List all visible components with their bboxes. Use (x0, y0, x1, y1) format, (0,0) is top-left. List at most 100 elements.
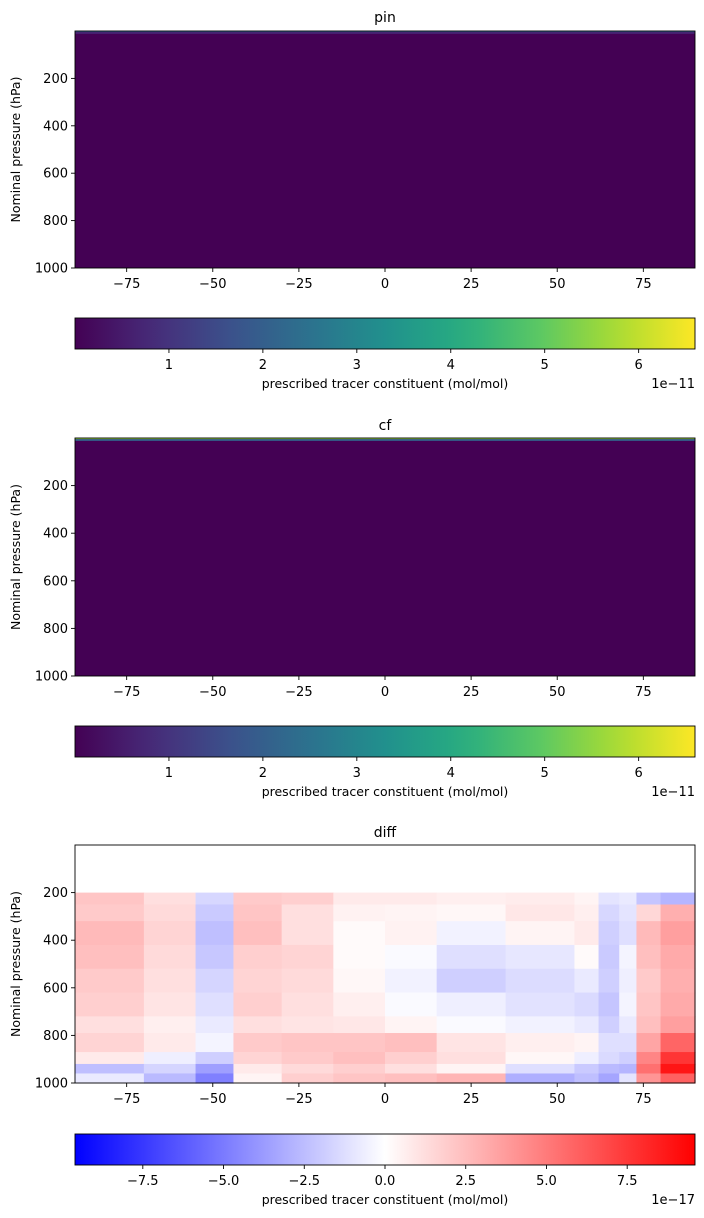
heatmap-cell (598, 1016, 620, 1034)
panel-cf: cf−75 −50 −25 0 25 50 752004006008001000Nomina… (8, 418, 696, 800)
y-axis-label: Nominal pressure (hPa) (8, 77, 23, 223)
heatmap-cell (385, 944, 438, 970)
heatmap-cell (233, 1033, 283, 1053)
x-tick-label: −50 (199, 685, 226, 700)
panel-title: cf (379, 418, 393, 434)
heatmap-cell (281, 1063, 334, 1075)
colorbar-tick-label: −7.5 (127, 1174, 159, 1189)
heatmap-cell (233, 921, 283, 946)
heatmap-cell (281, 1016, 334, 1034)
heatmap-cell (143, 1016, 197, 1034)
heatmap-cell (660, 1073, 696, 1084)
colorbar-tick-label: 2.5 (455, 1174, 476, 1189)
x-tick-label: −25 (285, 1092, 312, 1107)
heatmap-cell (195, 1016, 235, 1034)
heatmap-cell (436, 904, 507, 922)
colorbar-tick-label: 1 (165, 766, 173, 781)
heatmap-cell (75, 904, 145, 922)
heatmap-cell (333, 1016, 386, 1034)
panel-diff: diff −75 −50 −25 0 25 50 75 200 400 600 800 1000 Nomi… (8, 825, 696, 1208)
heatmap-cell (505, 1052, 576, 1065)
heatmap-cell (385, 904, 438, 922)
heatmap-cell (636, 1033, 662, 1053)
heatmap-cell (143, 1033, 197, 1053)
heatmap-cell (598, 1073, 620, 1084)
y-tick-label: 200 (43, 886, 68, 901)
heatmap-cell (660, 1052, 696, 1065)
x-tick-label: 25 (463, 277, 480, 292)
y-tick-label: 600 (43, 574, 68, 589)
heatmap-cell (636, 1063, 662, 1075)
heatmap-cell (574, 1052, 600, 1065)
heatmap-cell (333, 921, 386, 946)
heatmap-cell (505, 968, 576, 994)
colorbar-bar (74, 317, 696, 350)
heatmap-cell (143, 968, 197, 994)
heatmap-cell (75, 31, 695, 268)
heatmap-cell (574, 992, 600, 1017)
heatmap-cell (619, 1052, 638, 1065)
heatmap-cell (636, 845, 662, 894)
heatmap-cell (505, 1063, 576, 1075)
heatmap-cell (75, 32, 695, 34)
heatmap-cell (636, 992, 662, 1017)
x-tick-label: −75 (113, 1092, 140, 1107)
heatmap-cell (385, 1073, 438, 1084)
heatmap-cell (385, 892, 438, 906)
colorbar-tick-label: 4 (447, 358, 455, 373)
heatmap-cell (281, 1073, 334, 1084)
heatmap-cell (436, 921, 507, 946)
heatmap-cell (75, 892, 145, 906)
heatmap-cell (505, 892, 576, 906)
heatmap-cell (619, 845, 638, 894)
colorbar-tick-label: 2 (259, 766, 267, 781)
heatmap-cell (660, 921, 696, 946)
x-tick-label: 25 (463, 1092, 480, 1107)
heatmap-cell (233, 1063, 283, 1075)
colorbar-tick-label: 5 (541, 358, 549, 373)
heatmap-cell (385, 1063, 438, 1075)
heatmap-cell (660, 1016, 696, 1034)
colorbar-tick-label: 5 (541, 766, 549, 781)
heatmap-cell (143, 921, 197, 946)
colorbar-offset-text: 1e−11 (651, 785, 695, 800)
heatmap-cell (233, 1073, 283, 1084)
heatmap-cell (619, 1073, 638, 1084)
heatmap-cell (505, 1016, 576, 1034)
heatmap-cell (436, 1063, 507, 1075)
heatmap-cell (75, 992, 145, 1017)
y-axis-label: Nominal pressure (hPa) (8, 891, 23, 1037)
x-tick-label: 0 (381, 685, 389, 700)
heatmap-cell (660, 992, 696, 1017)
heatmap-cell (281, 968, 334, 994)
heatmap-cell (598, 992, 620, 1017)
heatmap-cell (436, 1016, 507, 1034)
colorbar-tick-label: 7.5 (617, 1174, 638, 1189)
heatmap-cell (619, 1063, 638, 1075)
heatmap-cell (598, 968, 620, 994)
heatmap-cell (660, 968, 696, 994)
heatmap-cell (636, 1052, 662, 1065)
heatmap-cell (75, 1073, 145, 1084)
heatmap-cell (385, 1016, 438, 1034)
heatmap-cell (143, 992, 197, 1017)
heatmap-cell (195, 845, 235, 894)
heatmap-cell (574, 904, 600, 922)
heatmap-cell (333, 992, 386, 1017)
heatmap-cell (233, 845, 283, 894)
heatmap-cell (333, 944, 386, 970)
heatmap-cell (660, 845, 696, 894)
colorbar-tick-label: −5.0 (208, 1174, 240, 1189)
heatmap-cell (636, 1016, 662, 1034)
heatmap-cell (505, 845, 576, 894)
heatmap-cell (233, 892, 283, 906)
heatmap-cell (385, 921, 438, 946)
heatmap-cell (281, 1033, 334, 1053)
heatmap-cell (333, 1052, 386, 1065)
heatmap-cell (195, 892, 235, 906)
heatmap-cell (505, 1033, 576, 1053)
colorbar-tick-label: 3 (353, 358, 361, 373)
heatmap-cell (75, 921, 145, 946)
heatmap-cell (281, 1052, 334, 1065)
heatmap-cell (195, 944, 235, 970)
